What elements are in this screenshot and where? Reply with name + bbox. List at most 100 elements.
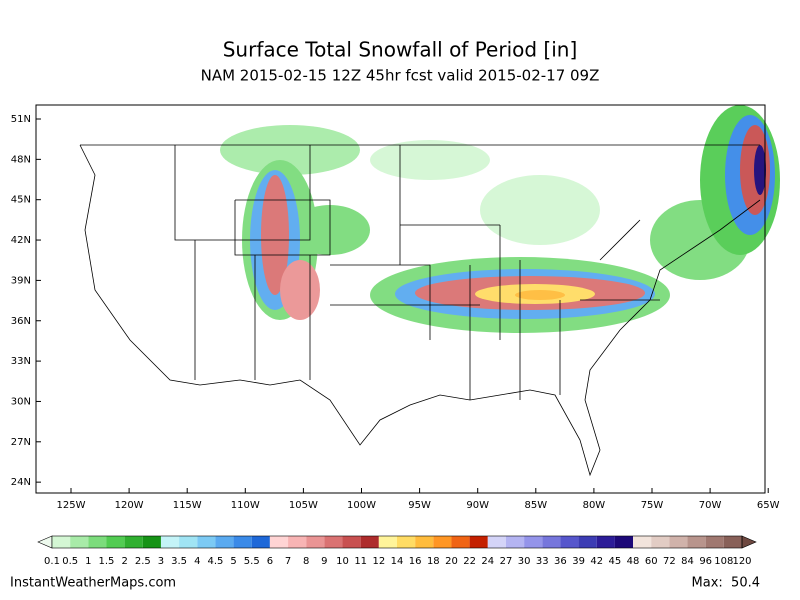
lon-label: 80W — [583, 500, 606, 511]
colorbar-label: 84 — [681, 556, 694, 567]
colorbar-label: 5 — [230, 556, 236, 567]
colorbar-label: 108 — [714, 556, 733, 567]
colorbar-label: 0.1 — [44, 556, 60, 567]
lon-label: 65W — [757, 500, 780, 511]
color-swatch — [306, 536, 325, 548]
colorbar-label: 45 — [609, 556, 622, 567]
colorbar-label: 96 — [699, 556, 712, 567]
boundaries — [79, 144, 761, 477]
over-arrow — [741, 535, 757, 549]
colorbar-label: 7 — [285, 556, 291, 567]
color-swatch — [524, 536, 543, 548]
colorbar-label: 1.5 — [99, 556, 115, 567]
color-swatch — [542, 536, 561, 548]
colorbar-label: 11 — [354, 556, 367, 567]
color-swatch — [397, 536, 416, 548]
colorbar-label: 20 — [445, 556, 458, 567]
color-swatch — [342, 536, 361, 548]
color-swatch — [633, 536, 652, 548]
color-swatch — [669, 536, 688, 548]
colorbar-label: 24 — [481, 556, 494, 567]
lon-label: 90W — [466, 500, 489, 511]
color-swatch — [197, 536, 216, 548]
color-swatch — [687, 536, 706, 548]
colorbar-label: 18 — [427, 556, 440, 567]
lat-label: 48N — [11, 154, 31, 165]
lat-label: 36N — [11, 316, 31, 327]
max-value: Max: 50.4 — [692, 576, 760, 591]
color-swatch — [469, 536, 488, 548]
color-swatch — [596, 536, 615, 548]
color-swatch — [360, 536, 379, 548]
color-swatch — [324, 536, 343, 548]
color-swatch — [505, 536, 525, 548]
color-swatch — [614, 536, 634, 548]
color-swatch — [88, 536, 107, 548]
colorbar-label: 72 — [663, 556, 676, 567]
color-swatch — [415, 536, 434, 548]
colorbar-label: 60 — [645, 556, 658, 567]
lon-label: 115W — [173, 500, 202, 511]
colorbar-label: 33 — [536, 556, 549, 567]
colorbar-label: 3 — [158, 556, 164, 567]
color-swatch — [106, 536, 125, 548]
colorbar-label: 27 — [500, 556, 513, 567]
colorbar-label: 12 — [372, 556, 385, 567]
site-credit: InstantWeatherMaps.com — [10, 576, 176, 591]
lat-label: 27N — [11, 437, 31, 448]
lon-label: 125W — [57, 500, 86, 511]
colorbar-label: 2 — [121, 556, 127, 567]
lon-label: 70W — [699, 500, 722, 511]
color-swatch — [251, 536, 270, 548]
color-swatch — [124, 536, 143, 548]
color-swatch — [52, 536, 71, 548]
color-swatch — [288, 536, 307, 548]
lat-label: 51N — [11, 114, 31, 125]
lon-label: 105W — [289, 500, 318, 511]
color-swatch — [269, 536, 289, 548]
lat-label: 42N — [11, 235, 31, 246]
colorbar-label: 16 — [409, 556, 422, 567]
color-swatch — [723, 536, 742, 548]
map: 51N 48N 45N 42N 39N 36N 33N 30N 27N 24N 125W 120W 11… — [11, 104, 780, 511]
lat-label: 24N — [11, 477, 31, 488]
colorbar-label: 30 — [518, 556, 531, 567]
color-swatch — [233, 536, 252, 548]
colorbar-label: 36 — [554, 556, 567, 567]
colorbar-label: 39 — [572, 556, 585, 567]
lon-label: 95W — [408, 500, 431, 511]
colorbar-label: 10 — [336, 556, 349, 567]
colorbar-label: 3.5 — [171, 556, 187, 567]
color-swatch — [142, 536, 161, 548]
colorbar-label: 8 — [303, 556, 309, 567]
lat-label: 30N — [11, 396, 31, 407]
colorbar-label: 1 — [85, 556, 91, 567]
color-swatch — [160, 536, 180, 548]
colorbar-label: 14 — [391, 556, 404, 567]
color-swatch — [451, 536, 470, 548]
colorbar-label: 120 — [732, 556, 751, 567]
lon-label: 110W — [231, 500, 260, 511]
color-swatch — [433, 536, 452, 548]
color-swatch — [378, 536, 397, 548]
color-swatch — [70, 536, 89, 548]
colorbar-label: 42 — [590, 556, 603, 567]
colorbar: 0.1 0.5 1 1.5 2 2.5 3 3.5 4 4.5 5 5.5 6 7 8 9 10 11 12 14 16… — [37, 535, 757, 567]
colorbar-label: 22 — [463, 556, 476, 567]
colorbar-label: 0.5 — [62, 556, 78, 567]
title: Surface Total Snowfall of Period [in] — [223, 38, 578, 62]
map-frame — [35, 104, 766, 494]
under-arrow — [37, 535, 53, 549]
lat-label: 39N — [11, 275, 31, 286]
colorbar-label: 5.5 — [244, 556, 260, 567]
color-swatch — [578, 536, 597, 548]
colorbar-label: 4 — [194, 556, 200, 567]
color-swatch — [487, 536, 506, 548]
lat-label: 45N — [11, 195, 31, 206]
colorbar-label: 9 — [321, 556, 327, 567]
lat-label: 33N — [11, 356, 31, 367]
colorbar-label: 4.5 — [207, 556, 223, 567]
color-swatch — [560, 536, 579, 548]
lon-label: 75W — [641, 500, 664, 511]
